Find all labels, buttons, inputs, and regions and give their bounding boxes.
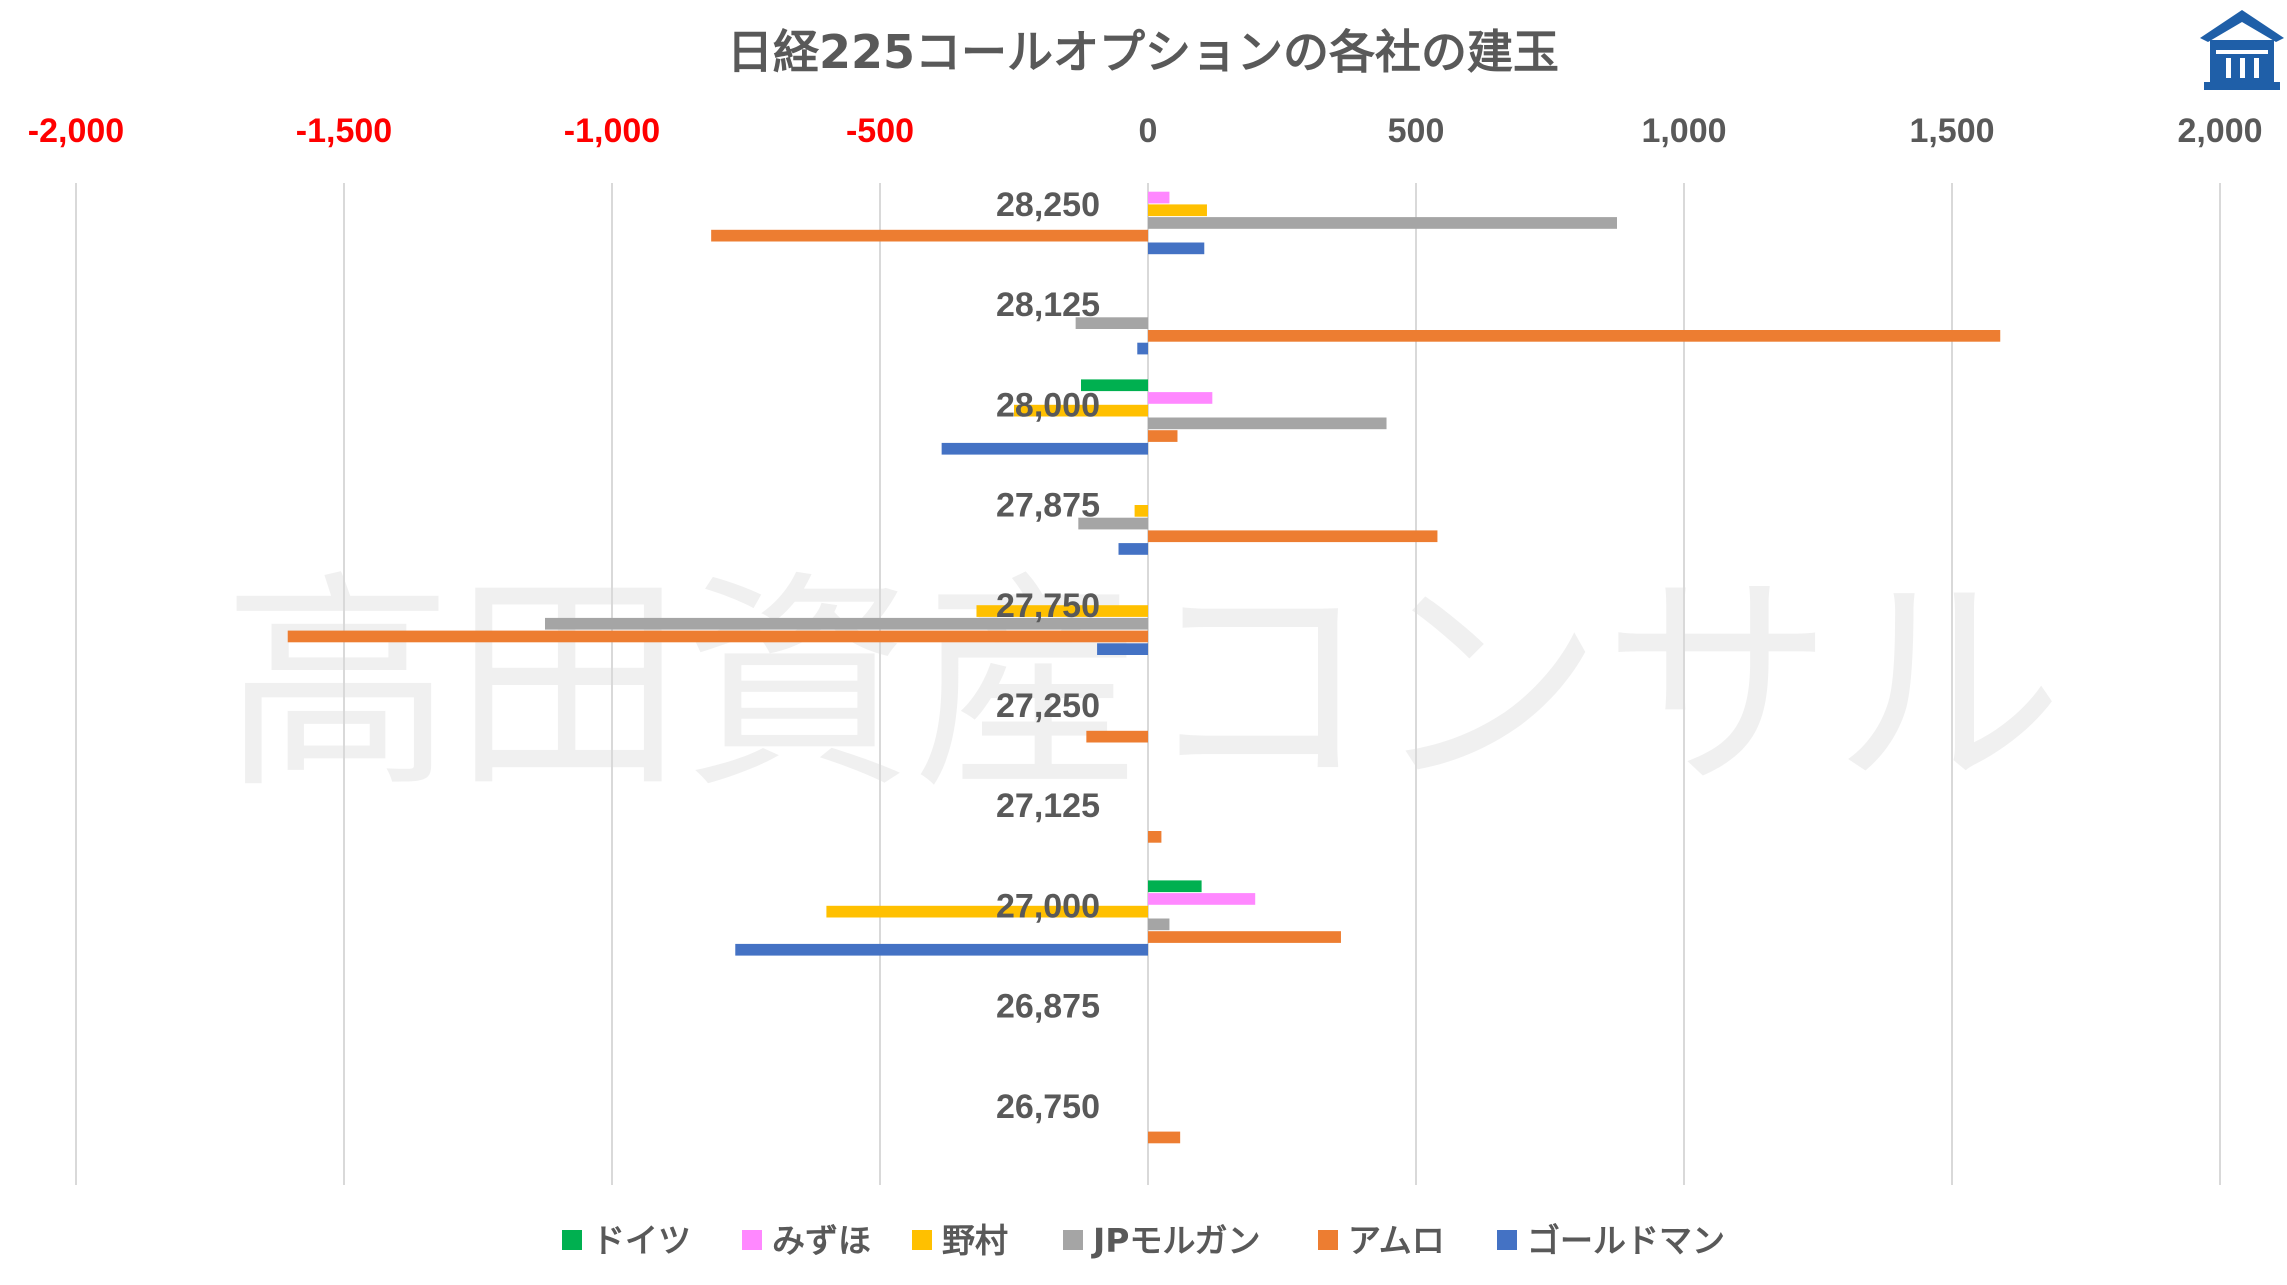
bar <box>1081 379 1148 392</box>
x-tick-label: -500 <box>846 112 914 150</box>
bar <box>1075 317 1148 329</box>
bar <box>1148 204 1207 217</box>
legend-swatch <box>1318 1230 1338 1250</box>
x-tick-label: 500 <box>1388 112 1445 150</box>
bar <box>1148 242 1205 255</box>
bar <box>1148 893 1256 905</box>
bar <box>1148 430 1178 442</box>
category-label: 28,250 <box>996 186 1100 224</box>
category-label: 27,750 <box>996 587 1100 625</box>
watermark-text: 高田資産コンサル <box>223 553 2063 820</box>
bar <box>1097 643 1148 655</box>
x-tick-label: -1,000 <box>564 112 660 150</box>
legend-swatch <box>1063 1230 1083 1250</box>
bars <box>287 191 2001 1144</box>
bar <box>711 229 1148 242</box>
legend-label: JPモルガン <box>1091 1221 1260 1260</box>
category-label: 28,000 <box>996 386 1100 424</box>
x-tick-label: 0 <box>1139 112 1158 150</box>
bar <box>735 943 1148 956</box>
x-tick-label: -2,000 <box>28 112 124 150</box>
bar <box>1086 730 1148 743</box>
legend-swatch <box>912 1230 932 1250</box>
legend-swatch <box>562 1230 582 1250</box>
bar <box>1148 191 1170 204</box>
category-label: 26,875 <box>996 988 1100 1026</box>
category-label: 27,125 <box>996 787 1100 825</box>
category-label: 27,000 <box>996 887 1100 925</box>
bar <box>1148 217 1617 229</box>
bar <box>1148 880 1202 893</box>
legend-swatch <box>1497 1230 1517 1250</box>
bar <box>1148 1131 1181 1144</box>
bar <box>826 905 1148 918</box>
x-tick-label: -1,500 <box>296 112 392 150</box>
category-label: 27,250 <box>996 687 1100 725</box>
legend-label: ゴールドマン <box>1527 1221 1725 1260</box>
bar <box>287 630 1149 643</box>
gridlines <box>75 183 2221 1185</box>
bar <box>1148 931 1341 943</box>
legend-swatch <box>742 1230 762 1250</box>
bar <box>1148 831 1162 843</box>
bar <box>1078 517 1148 530</box>
bar <box>1148 417 1387 430</box>
legend-label: みずほ <box>772 1221 871 1260</box>
bar <box>1148 918 1170 931</box>
legend-label: 野村 <box>942 1221 1008 1260</box>
bar <box>941 442 1148 455</box>
bar <box>976 605 1148 617</box>
bar <box>1134 505 1148 517</box>
bar <box>1014 404 1148 417</box>
bar <box>1137 342 1148 355</box>
x-tick-label: 1,000 <box>1641 112 1726 150</box>
x-tick-label: 1,500 <box>1909 112 1994 150</box>
bar <box>1148 530 1438 543</box>
x-axis-ticks: -2,000 -1,500 -1,000 -500 0 500 1,000 1,500 2,00… <box>28 112 2263 150</box>
y-axis-category-labels: 28,250 28,125 28,000 27,875 27,750 27,250 27,1… <box>996 186 1100 1126</box>
bar <box>545 617 1148 630</box>
bar <box>1148 392 1213 404</box>
legend-label: ドイツ <box>592 1221 691 1260</box>
pagoda-roof-icon <box>2200 10 2284 90</box>
category-label: 28,125 <box>996 286 1100 324</box>
legend: ドイツ みずほ 野村 JPモルガン アムロ ゴールドマン <box>562 1221 1725 1260</box>
category-label: 26,750 <box>996 1088 1100 1126</box>
chart-title: 日経225コールオプションの各社の建玉 <box>727 25 1559 79</box>
bar <box>1118 543 1148 555</box>
legend-label: アムロ <box>1348 1221 1445 1260</box>
bar <box>1148 330 2001 342</box>
x-tick-label: 2,000 <box>2177 112 2262 150</box>
category-label: 27,875 <box>996 487 1100 525</box>
